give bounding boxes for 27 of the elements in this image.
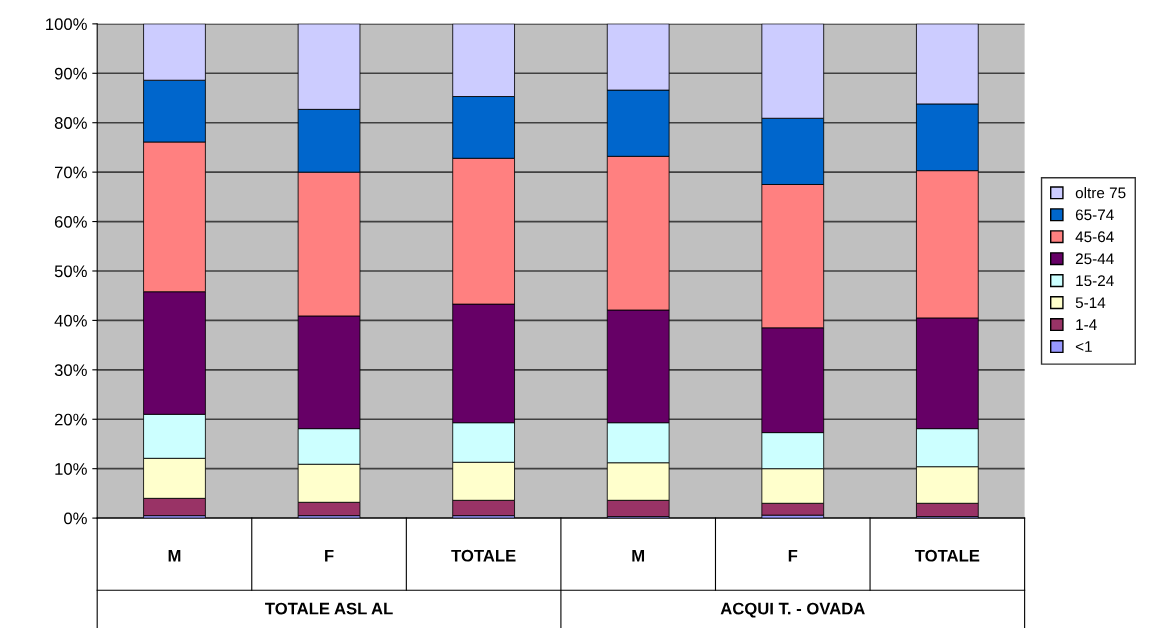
- legend-label: oltre 75: [1075, 187, 1126, 199]
- legend-label: 45-64: [1075, 231, 1114, 243]
- x-tick-label: M: [632, 549, 645, 562]
- y-tick-label: 60%: [54, 215, 87, 228]
- y-tick-label: 20%: [54, 413, 87, 426]
- x-tick-label: F: [325, 549, 334, 562]
- text: TOTALE ASL AL: [265, 602, 393, 615]
- y-tick-label: 10%: [55, 463, 87, 475]
- y-tick-label: 50%: [54, 265, 87, 278]
- y-tick-label: 40%: [54, 314, 87, 327]
- x-tick-label: M: [168, 549, 181, 562]
- x-tick-label: TOTALE: [451, 549, 516, 562]
- legend-label: <1: [1075, 341, 1092, 352]
- y-tick-label: 30%: [54, 364, 87, 377]
- y-tick-label: 100%: [46, 18, 87, 31]
- y-tick-label: 80%: [54, 117, 87, 129]
- y-tick-label: 70%: [54, 166, 87, 179]
- legend-label: 5-14: [1075, 297, 1106, 309]
- x-tick-label: F: [788, 549, 798, 562]
- text: ACQUI T. - OVADA: [720, 602, 865, 618]
- y-tick-label: 90%: [54, 67, 87, 80]
- legend-label: 65-74: [1075, 209, 1114, 221]
- legend-label: 25-44: [1075, 253, 1114, 265]
- y-tick-label: 0%: [64, 512, 87, 525]
- x-tick-label: TOTALE: [914, 549, 980, 562]
- legend-label: 1-4: [1076, 319, 1097, 330]
- legend-label: 15-24: [1076, 275, 1114, 287]
